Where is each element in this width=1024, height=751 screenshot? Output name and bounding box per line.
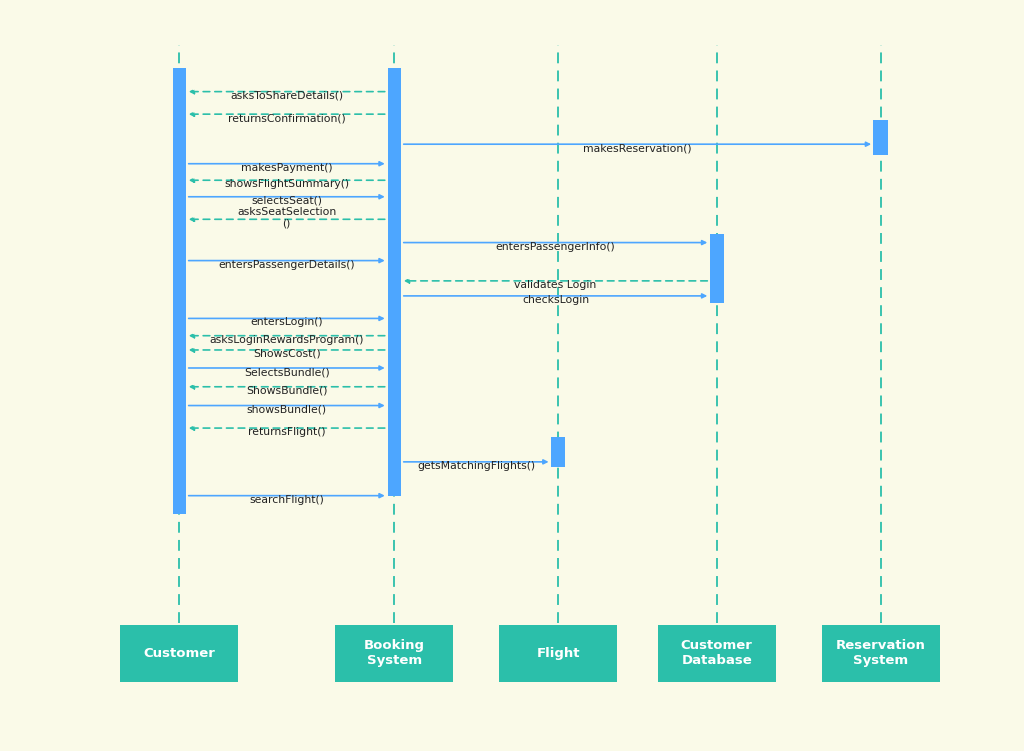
FancyBboxPatch shape: [500, 625, 616, 682]
Text: entersPassengerDetails(): entersPassengerDetails(): [218, 260, 355, 270]
FancyBboxPatch shape: [873, 120, 888, 155]
FancyBboxPatch shape: [657, 625, 776, 682]
Text: entersLogin(): entersLogin(): [251, 318, 323, 327]
Text: returnsConfirmation(): returnsConfirmation(): [228, 113, 345, 123]
Text: Customer: Customer: [143, 647, 215, 660]
Text: makesPayment(): makesPayment(): [241, 163, 333, 173]
FancyBboxPatch shape: [387, 68, 401, 496]
Text: getsMatchingFlights(): getsMatchingFlights(): [417, 461, 536, 471]
FancyBboxPatch shape: [121, 625, 238, 682]
FancyBboxPatch shape: [710, 234, 724, 303]
Text: ShowsCost(): ShowsCost(): [253, 349, 321, 359]
Text: validates Login: validates Login: [514, 280, 597, 290]
Text: entersPassengerInfo(): entersPassengerInfo(): [496, 242, 615, 252]
Text: returnsFlight(): returnsFlight(): [248, 427, 326, 437]
FancyBboxPatch shape: [551, 437, 565, 467]
Text: Reservation
System: Reservation System: [836, 639, 926, 668]
Text: Booking
System: Booking System: [364, 639, 425, 668]
Text: searchFlight(): searchFlight(): [249, 495, 325, 505]
Text: checksLogin: checksLogin: [522, 295, 589, 305]
FancyBboxPatch shape: [336, 625, 453, 682]
Text: asksSeatSelection
(): asksSeatSelection (): [238, 207, 336, 228]
Text: showsBundle(): showsBundle(): [247, 405, 327, 415]
Text: SelectsBundle(): SelectsBundle(): [244, 367, 330, 377]
Text: showsFlightSummary(): showsFlightSummary(): [224, 179, 349, 189]
Text: Customer
Database: Customer Database: [681, 639, 753, 668]
Text: makesReservation(): makesReservation(): [583, 143, 692, 153]
Text: ShowsBundle(): ShowsBundle(): [246, 386, 328, 396]
FancyBboxPatch shape: [172, 68, 186, 514]
FancyBboxPatch shape: [821, 625, 940, 682]
Text: asksToShareDetails(): asksToShareDetails(): [230, 91, 343, 101]
Text: asksLoginRewardsProgram(): asksLoginRewardsProgram(): [210, 335, 364, 345]
Text: Flight: Flight: [537, 647, 580, 660]
Text: selectsSeat(): selectsSeat(): [251, 196, 323, 206]
